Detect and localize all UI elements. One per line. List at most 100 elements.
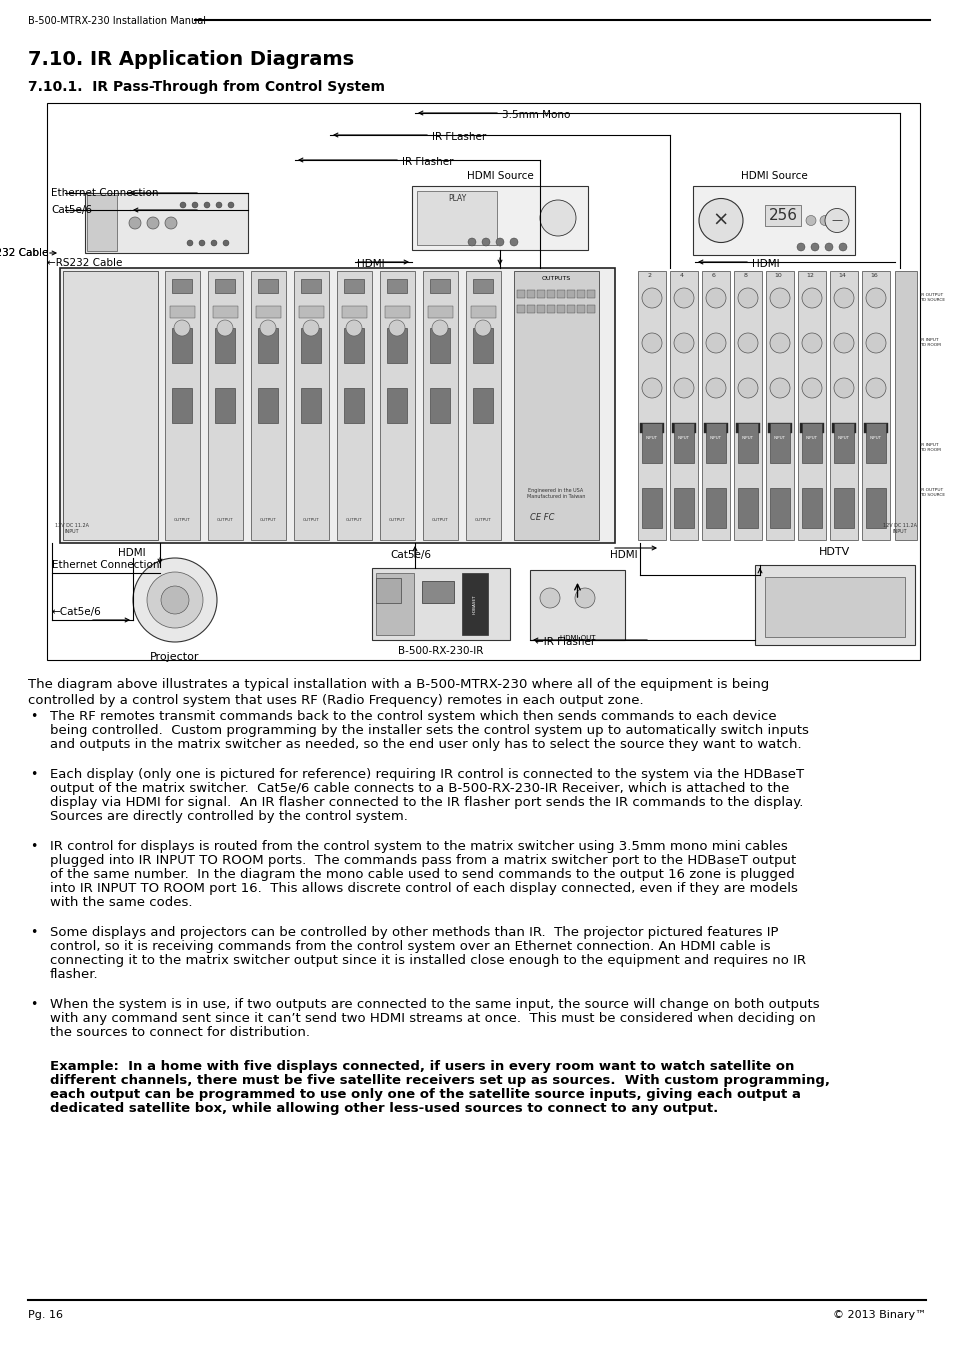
- Text: HDMI: HDMI: [751, 259, 779, 269]
- Bar: [557, 290, 564, 298]
- Bar: [738, 487, 758, 528]
- Circle shape: [228, 202, 233, 208]
- Circle shape: [865, 378, 885, 398]
- Text: INPUT: INPUT: [869, 436, 882, 440]
- Circle shape: [705, 333, 725, 352]
- Text: •: •: [30, 710, 37, 724]
- Circle shape: [173, 320, 190, 336]
- Text: the sources to connect for distribution.: the sources to connect for distribution.: [50, 1026, 310, 1040]
- Bar: [385, 306, 410, 319]
- Bar: [473, 387, 493, 423]
- Text: Example:  In a home with five displays connected, if users in every room want to: Example: In a home with five displays co…: [50, 1060, 794, 1073]
- Text: INPUT: INPUT: [645, 436, 658, 440]
- Bar: [170, 306, 194, 319]
- Circle shape: [801, 378, 821, 398]
- Bar: [800, 423, 823, 433]
- Circle shape: [833, 216, 843, 225]
- Text: Cat5e/6: Cat5e/6: [51, 205, 91, 215]
- Bar: [344, 387, 364, 423]
- Circle shape: [211, 240, 216, 246]
- Bar: [208, 271, 243, 540]
- Circle shape: [673, 333, 693, 352]
- Circle shape: [496, 238, 503, 246]
- Circle shape: [468, 238, 476, 246]
- Bar: [344, 279, 364, 293]
- Circle shape: [180, 202, 186, 208]
- Text: 7.10. IR Application Diagrams: 7.10. IR Application Diagrams: [28, 50, 354, 69]
- Bar: [526, 290, 535, 298]
- Circle shape: [705, 378, 725, 398]
- Text: When the system is in use, if two outputs are connected to the same input, the s: When the system is in use, if two output…: [50, 998, 819, 1011]
- Circle shape: [216, 320, 233, 336]
- Bar: [301, 387, 320, 423]
- Text: ←RS232 Cable: ←RS232 Cable: [0, 248, 48, 258]
- Bar: [639, 423, 663, 433]
- Text: HDBASET: HDBASET: [473, 594, 476, 614]
- Text: 6: 6: [711, 273, 715, 278]
- Circle shape: [738, 378, 758, 398]
- Bar: [298, 306, 324, 319]
- Text: INPUT: INPUT: [741, 436, 753, 440]
- Text: OUTPUT: OUTPUT: [259, 518, 276, 522]
- Circle shape: [673, 378, 693, 398]
- Text: PLAY: PLAY: [447, 194, 466, 202]
- Circle shape: [223, 240, 229, 246]
- Text: OUTPUT: OUTPUT: [388, 518, 405, 522]
- Bar: [257, 328, 277, 363]
- Bar: [387, 279, 407, 293]
- Circle shape: [820, 216, 829, 225]
- Text: into IR INPUT TO ROOM port 16.  This allows discrete control of each display con: into IR INPUT TO ROOM port 16. This allo…: [50, 882, 797, 895]
- Bar: [461, 572, 488, 634]
- Circle shape: [705, 288, 725, 308]
- Text: Cat5e/6: Cat5e/6: [390, 549, 431, 560]
- Circle shape: [641, 333, 661, 352]
- Text: plugged into IR INPUT TO ROOM ports.  The commands pass from a matrix switcher p: plugged into IR INPUT TO ROOM ports. The…: [50, 855, 796, 867]
- Circle shape: [481, 238, 490, 246]
- Circle shape: [260, 320, 275, 336]
- Circle shape: [147, 217, 159, 230]
- Bar: [301, 279, 320, 293]
- Bar: [673, 487, 693, 528]
- Text: INPUT: INPUT: [709, 436, 721, 440]
- Bar: [566, 290, 575, 298]
- Bar: [60, 269, 615, 543]
- Bar: [251, 271, 286, 540]
- Bar: [336, 271, 372, 540]
- Bar: [430, 279, 450, 293]
- Bar: [537, 305, 544, 313]
- Text: IR INPUT
TO ROOM: IR INPUT TO ROOM: [919, 443, 940, 452]
- Text: 16: 16: [869, 273, 877, 278]
- Circle shape: [824, 208, 848, 232]
- Bar: [430, 328, 450, 363]
- Circle shape: [641, 378, 661, 398]
- Bar: [577, 290, 584, 298]
- Bar: [294, 271, 329, 540]
- Circle shape: [833, 378, 853, 398]
- Text: OUTPUTS: OUTPUTS: [540, 275, 570, 281]
- Text: The diagram above illustrates a typical installation with a B-500-MTRX-230 where: The diagram above illustrates a typical …: [28, 678, 768, 691]
- Text: IR INPUT
TO ROOM: IR INPUT TO ROOM: [919, 338, 940, 347]
- Circle shape: [769, 378, 789, 398]
- Text: Sources are directly controlled by the control system.: Sources are directly controlled by the c…: [50, 810, 408, 824]
- Text: being controlled.  Custom programming by the installer sets the control system u: being controlled. Custom programming by …: [50, 724, 808, 737]
- Bar: [894, 271, 916, 540]
- Bar: [829, 271, 857, 540]
- Text: B-500-RX-230-IR: B-500-RX-230-IR: [398, 647, 483, 656]
- Bar: [557, 305, 564, 313]
- Bar: [344, 328, 364, 363]
- Text: IR Flasher: IR Flasher: [401, 157, 453, 167]
- Bar: [537, 290, 544, 298]
- Text: Each display (only one is pictured for reference) requiring IR control is connec: Each display (only one is pictured for r…: [50, 768, 803, 782]
- Text: 12: 12: [805, 273, 813, 278]
- Circle shape: [539, 200, 576, 236]
- Text: of the same number.  In the diagram the mono cable used to send commands to the : of the same number. In the diagram the m…: [50, 868, 794, 882]
- Text: Ethernet Connection: Ethernet Connection: [52, 560, 159, 570]
- Bar: [865, 423, 885, 463]
- Circle shape: [738, 333, 758, 352]
- Bar: [514, 271, 598, 540]
- Bar: [430, 387, 450, 423]
- Circle shape: [801, 288, 821, 308]
- Circle shape: [833, 288, 853, 308]
- Bar: [831, 423, 855, 433]
- Circle shape: [204, 202, 210, 208]
